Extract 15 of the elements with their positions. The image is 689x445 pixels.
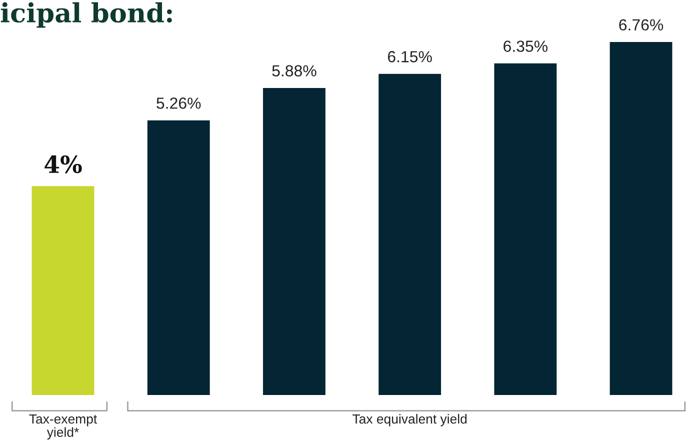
text: Tax equivalent yield <box>352 414 467 426</box>
bar <box>147 120 210 395</box>
data-label: 6.35% <box>504 40 548 52</box>
bar <box>263 88 326 395</box>
data-label: 6.76% <box>619 19 664 31</box>
chart-title: icipal bond: <box>0 2 172 28</box>
bar <box>494 63 557 395</box>
text: Tax-exempt yield* <box>29 414 98 440</box>
bar <box>32 186 94 395</box>
bar <box>378 74 442 395</box>
data-label: 6.15% <box>388 51 432 62</box>
bar <box>610 42 672 395</box>
data-label: 5.26% <box>156 98 201 109</box>
data-label: 5.88% <box>272 65 316 76</box>
data-label: 4% <box>44 155 82 174</box>
